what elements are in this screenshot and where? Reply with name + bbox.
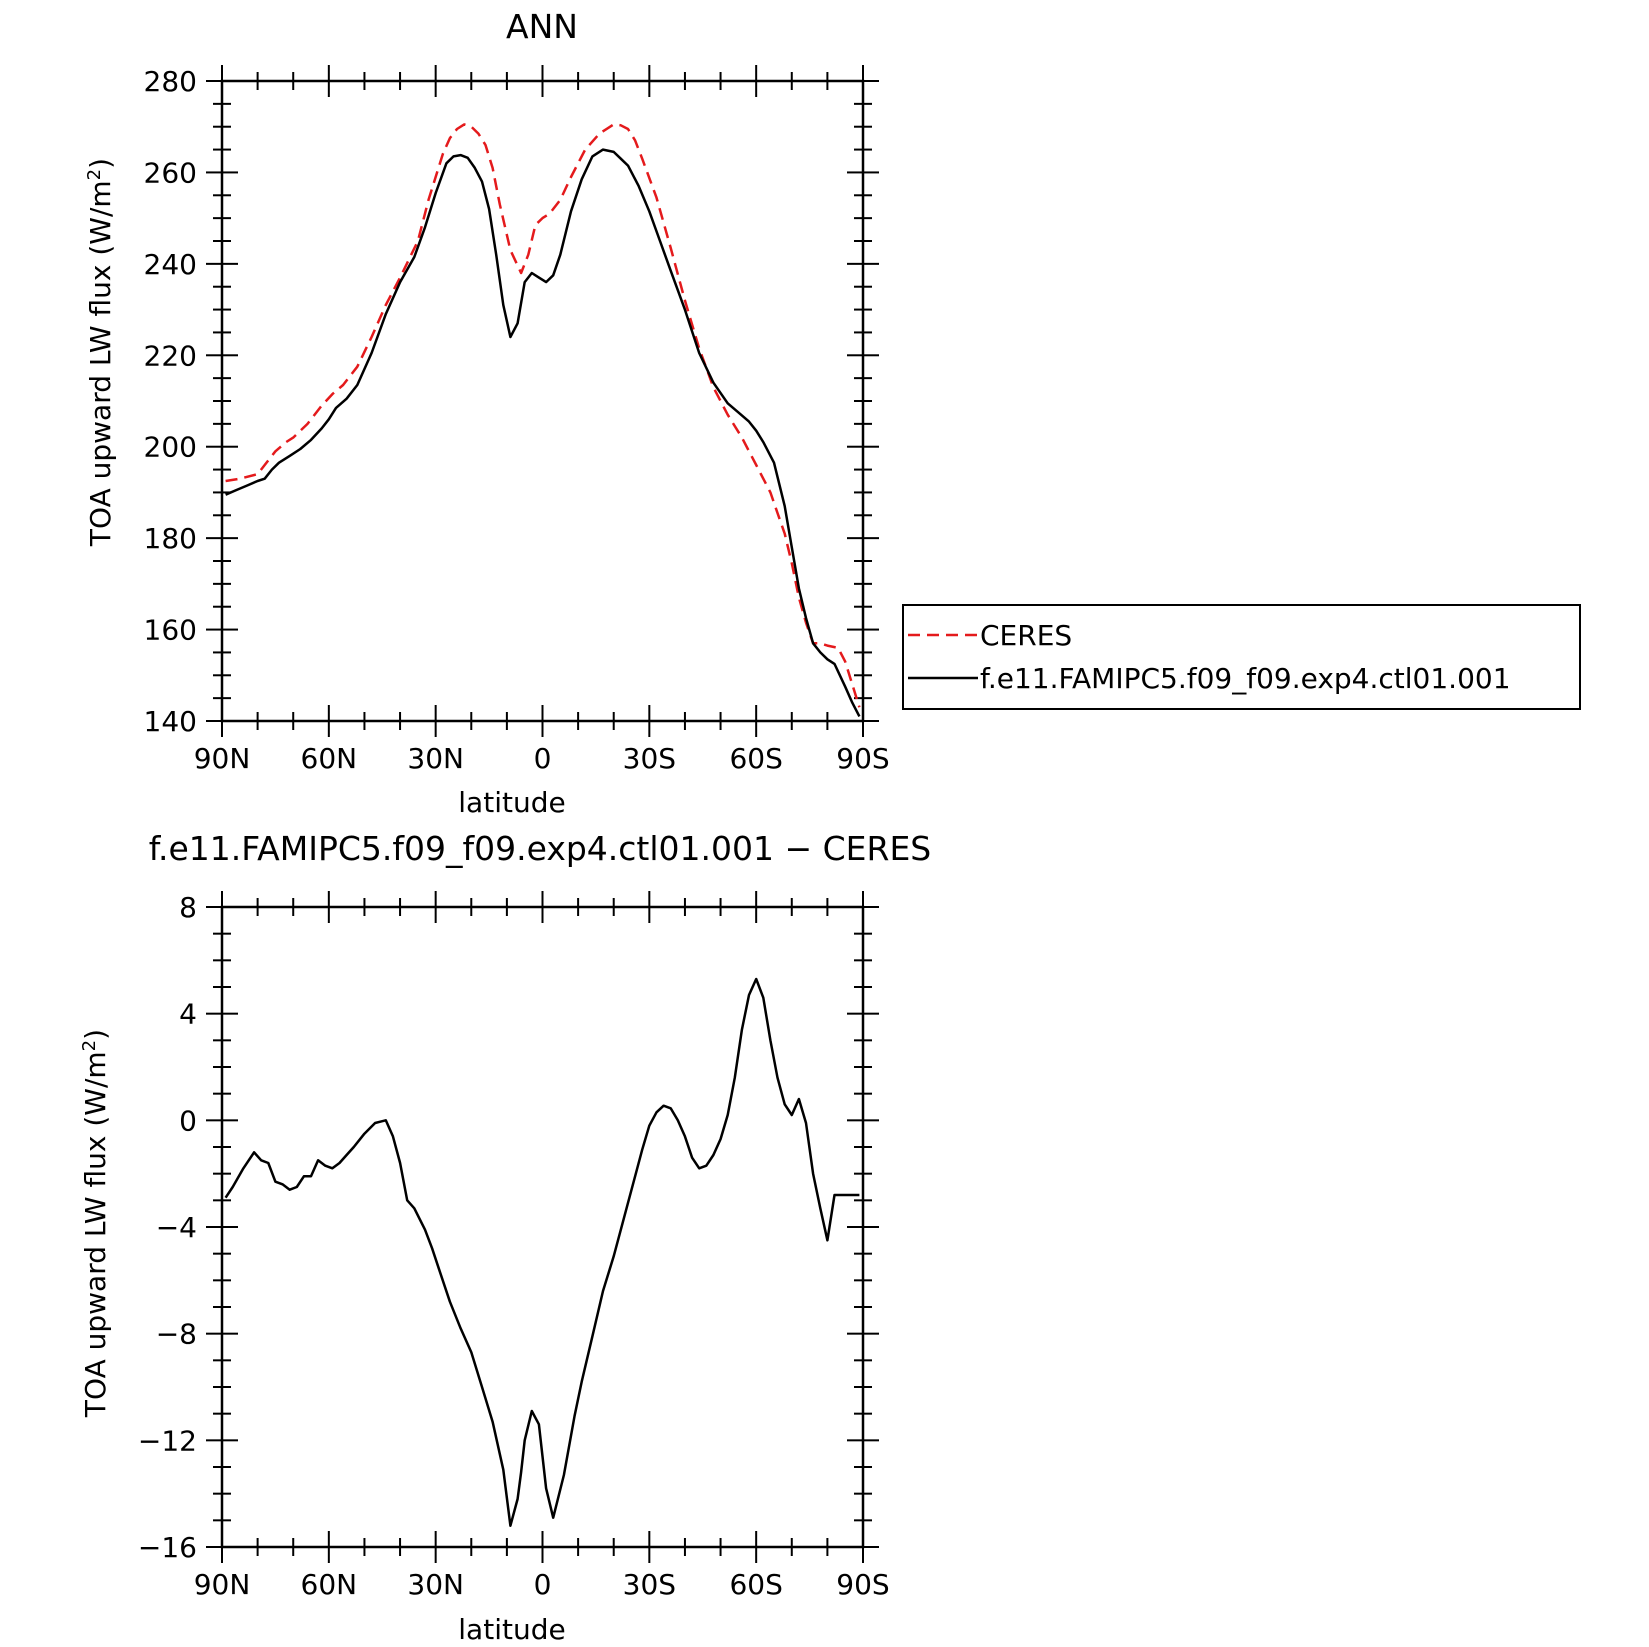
top-panel-xtick-label: 30N xyxy=(407,742,464,775)
top-panel-xtick-label: 90N xyxy=(194,742,251,775)
top-panel-xlabel: latitude xyxy=(458,786,565,819)
top-panel-ytick-label: 220 xyxy=(144,339,197,372)
bottom-panel-ytick-label: 4 xyxy=(179,998,197,1031)
bottom-panel-frame xyxy=(220,905,865,1549)
top-panel-ylabel-close: ) xyxy=(84,158,117,169)
bottom-panel-ytick-label: −16 xyxy=(138,1531,197,1564)
bottom-panel-ylabel-main: TOA upward LW flux (W/m xyxy=(79,1051,112,1418)
top-panel-ytick-label: 180 xyxy=(144,522,197,555)
top-panel-ytick-label: 280 xyxy=(144,65,197,98)
bottom-panel-ytick-label: 0 xyxy=(179,1104,197,1137)
svg-text:TOA upward LW flux (W/m2): TOA upward LW flux (W/m2) xyxy=(84,158,118,547)
top-panel-ylabel-main: TOA upward LW flux (W/m xyxy=(84,180,117,547)
top-panel-ytick-label: 160 xyxy=(144,614,197,647)
legend: CERES f.e11.FAMIPC5.f09_f09.exp4.ctl01.0… xyxy=(902,604,1581,710)
top-panel-series-line-model xyxy=(225,148,861,717)
top-panel-xtick-label: 30S xyxy=(623,742,676,775)
bottom-panel: f.e11.FAMIPC5.f09_f09.exp4.ctl01.001 − C… xyxy=(79,829,932,1646)
bottom-panel-ylabel: TOA upward LW flux (W/m2) xyxy=(79,1029,113,1418)
bottom-panel-ytick-label: 8 xyxy=(179,891,197,924)
bottom-panel-ytick-label: −12 xyxy=(138,1424,197,1457)
bottom-panel-xtick-label: 60S xyxy=(729,1568,782,1601)
bottom-panel-xlabel: latitude xyxy=(458,1613,565,1646)
bottom-panel-ytick-label: −4 xyxy=(156,1211,197,1244)
bottom-panel-xtick-label: 30N xyxy=(407,1568,464,1601)
top-panel-ytick-label: 200 xyxy=(144,431,197,464)
top-panel-xtick-label: 0 xyxy=(534,742,552,775)
legend-box xyxy=(902,604,1581,710)
top-panel-xtick-label: 60S xyxy=(729,742,782,775)
top-panel-xtick-label: 90S xyxy=(836,742,889,775)
bottom-panel-title: f.e11.FAMIPC5.f09_f09.exp4.ctl01.001 − C… xyxy=(149,829,932,868)
bottom-panel-xtick-label: 90S xyxy=(836,1568,889,1601)
bottom-panel-ylabel-exp: 2 xyxy=(79,1040,100,1051)
top-panel-title: ANN xyxy=(506,7,578,46)
bottom-panel-series-line-model-minus-ceres xyxy=(224,977,860,1527)
top-panel-xtick-label: 60N xyxy=(301,742,358,775)
bottom-panel-xtick-label: 30S xyxy=(623,1568,676,1601)
svg-text:TOA upward LW flux (W/m2): TOA upward LW flux (W/m2) xyxy=(79,1029,113,1418)
top-panel-ytick-label: 240 xyxy=(144,248,197,281)
top-panel-ytick-label: 260 xyxy=(144,156,197,189)
top-panel-series-line-ceres xyxy=(225,123,861,708)
top-panel-frame xyxy=(220,79,865,723)
bottom-panel-xtick-label: 90N xyxy=(194,1568,251,1601)
top-panel: ANN latitude TOA upward LW flux (W/m2) 9… xyxy=(84,7,1581,819)
top-panel-ytick-label: 140 xyxy=(144,705,197,738)
legend-label-model: f.e11.FAMIPC5.f09_f09.exp4.ctl01.001 xyxy=(980,662,1511,695)
bottom-panel-xtick-label: 60N xyxy=(301,1568,358,1601)
bottom-panel-ytick-label: −8 xyxy=(156,1318,197,1351)
bottom-panel-xtick-label: 0 xyxy=(534,1568,552,1601)
bottom-panel-ylabel-close: ) xyxy=(79,1029,112,1040)
legend-label-ceres: CERES xyxy=(980,619,1072,652)
top-panel-ylabel: TOA upward LW flux (W/m2) xyxy=(84,158,118,547)
top-panel-ylabel-exp: 2 xyxy=(84,169,105,180)
